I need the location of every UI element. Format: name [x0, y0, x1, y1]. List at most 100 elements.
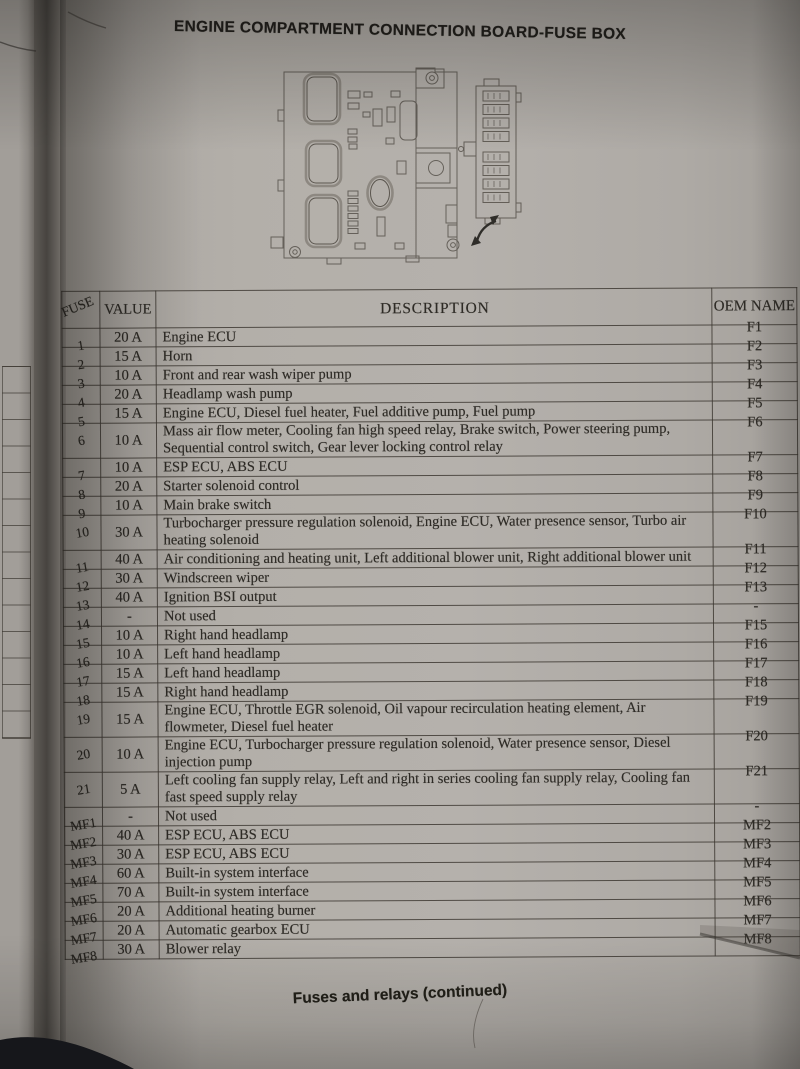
fuse-value-cell: 30 A — [100, 514, 158, 551]
fuse-value-cell: 10 A — [100, 495, 157, 516]
oem-name: - — [753, 598, 759, 615]
fuse-value-cell: 20 A — [100, 476, 157, 497]
fuse-value-cell: 20 A — [102, 901, 160, 922]
fuse-number: 3 — [76, 375, 86, 392]
fuse-header-label: FUSE — [59, 293, 96, 320]
oem-name: F20 — [745, 728, 768, 745]
oem-name: MF7 — [743, 912, 772, 929]
oem-name: F11 — [744, 541, 767, 558]
fuse-value-cell: 10 A — [101, 625, 158, 646]
oem-name: F18 — [744, 674, 768, 691]
fuse-value-cell: 15 A — [101, 701, 159, 738]
table-row: 20 10 A Engine ECU, Turbocharger pressur… — [64, 728, 800, 773]
mounting-hole — [428, 160, 444, 176]
table-row: 21 5 A Left cooling fan supply relay, Le… — [64, 763, 800, 808]
fuse-number-cell: 11 — [63, 550, 102, 576]
oem-name: F16 — [744, 636, 768, 653]
oem-name: F13 — [744, 579, 768, 596]
fuse-number: 5 — [76, 413, 86, 430]
relay-sockets — [302, 72, 394, 249]
oem-name: F15 — [744, 617, 768, 634]
table-row: 6 10 A Mass air flow meter, Cooling fan … — [62, 414, 798, 459]
screw-hole — [289, 246, 301, 258]
fuse-number: 10 — [74, 523, 90, 541]
table-row: MF8 30 A Blower relay MF8 — [65, 931, 800, 967]
fuse-column-header: FUSE — [59, 291, 100, 329]
fuse-number: 20 — [75, 745, 92, 763]
oem-name: F21 — [745, 763, 769, 780]
fuse-number-cell: 7 — [62, 458, 101, 483]
scratch-mark — [473, 998, 484, 1049]
fuse-value-cell: 15 A — [100, 403, 157, 424]
fuse-value-cell: 10 A — [100, 365, 157, 386]
oem-name: F4 — [747, 376, 763, 393]
fuse-description-cell: Mass air flow meter, Cooling fan high sp… — [156, 420, 713, 458]
oem-name: F2 — [746, 338, 763, 355]
fuse-value-cell: 40 A — [102, 825, 159, 846]
fuse-oem-cell: MF8 — [715, 931, 800, 957]
fuse-value-cell: 30 A — [101, 568, 158, 589]
fuse-number: 11 — [74, 558, 90, 576]
fuse-value-cell: 10 A — [102, 736, 159, 773]
fuse-number: 4 — [76, 394, 86, 411]
page-caption: Fuses and relays (continued) — [292, 981, 508, 1008]
oem-name: MF4 — [743, 855, 772, 872]
fuse-value-cell: 20 A — [100, 384, 157, 405]
maxi-fuse-cells — [482, 90, 510, 203]
fuse-box-diagram — [270, 67, 522, 265]
fuse-number: 7 — [77, 467, 87, 484]
fuse-number-cell: 21 — [64, 772, 103, 808]
fuse-value-cell: 30 A — [103, 939, 160, 960]
fuse-number: MF8 — [70, 947, 99, 967]
fuse-value-cell: 20 A — [99, 327, 157, 348]
fuse-number: 16 — [74, 653, 91, 671]
book-gutter-shadow — [34, 0, 66, 1069]
oval-socket — [366, 175, 394, 211]
oem-name: F3 — [746, 357, 763, 374]
oem-name: F9 — [747, 487, 764, 504]
value-column-header: VALUE — [99, 290, 156, 329]
oem-name: F12 — [744, 560, 768, 577]
fuse-number: 8 — [77, 486, 87, 503]
fuse-number: 1 — [76, 337, 86, 354]
fuse-number: 6 — [76, 432, 87, 449]
fuse-number-cell: 1 — [61, 328, 101, 353]
fuse-number: 2 — [76, 356, 86, 373]
fuse-number-cell: 20 — [64, 737, 103, 773]
oem-name: F19 — [745, 693, 768, 710]
fuse-value-cell: - — [101, 606, 158, 627]
previous-page-edge — [0, 0, 34, 1046]
fuse-value-cell: 10 A — [100, 422, 157, 459]
oem-name: F8 — [747, 468, 763, 485]
fuse-number: 21 — [75, 780, 92, 798]
fuse-value-cell: 60 A — [102, 863, 159, 884]
oem-name: F17 — [744, 655, 768, 672]
fuse-value-cell: 10 A — [100, 457, 157, 478]
oem-name: MF5 — [743, 874, 772, 891]
oem-name: F10 — [744, 506, 767, 523]
fuse-description-cell: Engine ECU, Throttle EGR solenoid, Oil v… — [157, 699, 715, 737]
fuse-number: 9 — [77, 505, 87, 522]
fuse-number: 15 — [74, 634, 91, 652]
fuse-value-cell: 70 A — [102, 882, 159, 903]
fuse-number: 14 — [74, 615, 91, 633]
fuse-box-top-view — [270, 67, 460, 265]
small-fuse-slots — [347, 90, 407, 250]
fuse-number: 17 — [74, 672, 91, 690]
oem-name: - — [754, 798, 760, 815]
oem-name: F6 — [747, 414, 763, 431]
oem-name: MF6 — [743, 893, 772, 910]
fuse-value-cell: 20 A — [103, 920, 160, 941]
previous-page-table-edge — [2, 366, 31, 739]
curved-double-arrow-icon — [471, 215, 499, 246]
fuse-description-cell: Blower relay — [159, 937, 716, 959]
relay-slot — [399, 100, 418, 141]
oem-name: F1 — [746, 319, 763, 336]
fuse-value-cell: 5 A — [102, 771, 159, 808]
fuse-number: 19 — [75, 710, 91, 728]
table-header-row: FUSE VALUE DESCRIPTION OEM NAME — [59, 287, 797, 329]
fuse-value-cell: 15 A — [100, 346, 157, 367]
fuse-number-cell: MF1 — [64, 807, 103, 834]
fuse-value-cell: 30 A — [102, 844, 159, 865]
